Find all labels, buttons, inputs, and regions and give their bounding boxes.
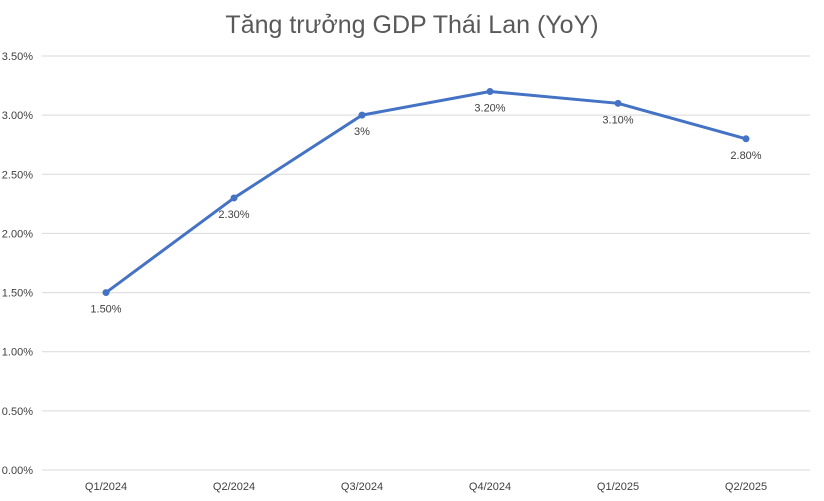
x-axis-tick-labels: Q1/2024 Q2/2024 Q3/2024 Q4/2024 Q1/2025 Q2/20… <box>85 481 767 493</box>
y-tick-label: 2.50% <box>2 169 33 181</box>
y-tick-label: 3.50% <box>2 51 33 63</box>
y-tick-label: 0.50% <box>2 406 33 418</box>
y-tick-label: 1.00% <box>2 347 33 359</box>
series-line <box>104 89 748 295</box>
data-points <box>102 87 750 297</box>
series-line-path <box>104 89 748 295</box>
data-point <box>486 87 494 95</box>
data-labels: 1.50% 2.30% 3% 3.20% 3.10% 2.80% <box>90 102 761 315</box>
chart-title: Tăng trưởng GDP Thái Lan (YoY) <box>225 11 598 39</box>
data-label: 3% <box>354 126 370 138</box>
y-tick-label: 2.00% <box>2 228 33 240</box>
x-tick-label: Q2/2024 <box>213 481 255 493</box>
x-tick-label: Q3/2024 <box>341 481 383 493</box>
data-point <box>230 194 238 202</box>
data-label: 3.20% <box>474 102 505 114</box>
data-label: 2.30% <box>218 209 249 221</box>
data-label: 3.10% <box>602 114 633 126</box>
x-tick-label: Q1/2024 <box>85 481 127 493</box>
data-label: 1.50% <box>90 304 121 316</box>
x-tick-label: Q4/2024 <box>469 481 511 493</box>
y-axis-tick-labels: 0.00% 0.50% 1.00% 1.50% 2.00% 2.50% 3.00% 3.50% <box>2 51 33 477</box>
x-tick-label: Q2/2025 <box>725 481 767 493</box>
data-label: 2.80% <box>730 150 761 162</box>
data-point <box>102 289 110 297</box>
y-tick-label: 3.00% <box>2 110 33 122</box>
data-point <box>614 99 622 107</box>
x-tick-label: Q1/2025 <box>597 481 639 493</box>
gridlines <box>42 55 810 471</box>
data-point <box>358 111 366 119</box>
y-tick-label: 0.00% <box>2 465 33 477</box>
data-point <box>742 135 750 143</box>
y-tick-label: 1.50% <box>2 288 33 300</box>
